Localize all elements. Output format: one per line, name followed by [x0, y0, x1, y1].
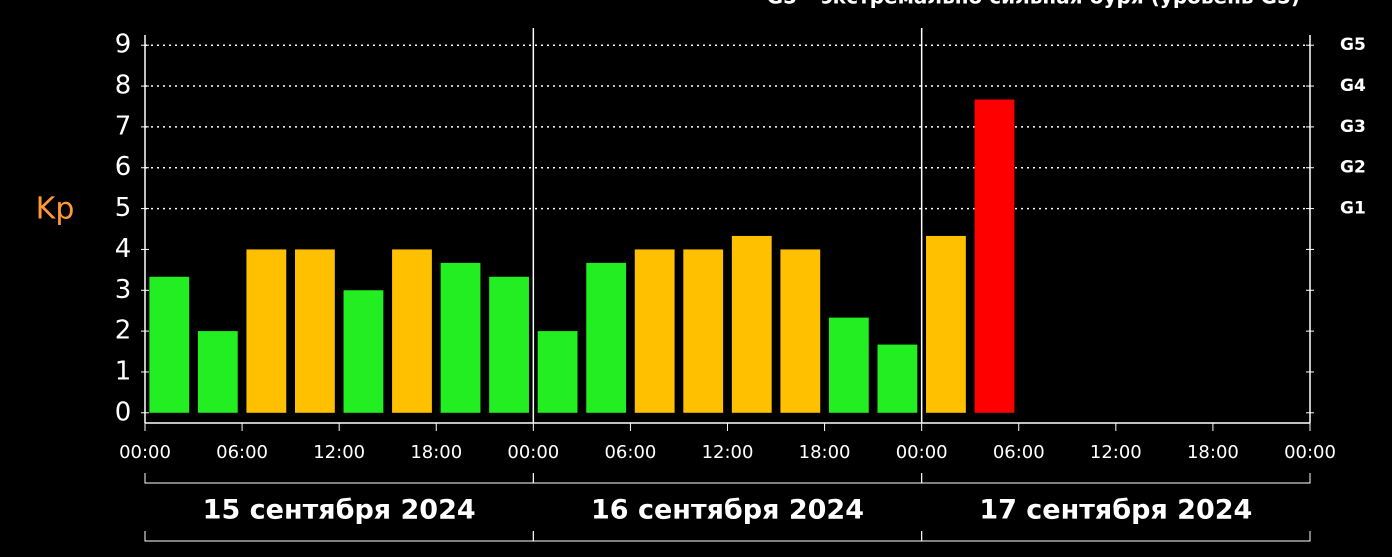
y-tick-label: 7 [115, 111, 132, 141]
y-tick-label: 6 [115, 152, 132, 182]
x-tick-label: 00:00 [507, 442, 559, 463]
y2-tick-label: G4 [1340, 76, 1366, 96]
y-axis-label: Kp [36, 192, 75, 227]
x-tick-label: 18:00 [410, 442, 462, 463]
day-bracket [921, 473, 1311, 484]
y-tick-label: 9 [115, 30, 132, 60]
y-tick-label: 0 [115, 397, 132, 427]
bar [343, 290, 384, 413]
y2-tick-label: G1 [1340, 199, 1366, 219]
y-tick-label: 1 [115, 356, 132, 386]
bar [392, 249, 432, 413]
y-tick-label: 4 [115, 234, 132, 264]
bar [489, 276, 529, 413]
x-tick-label: 00:00 [896, 442, 948, 463]
bar [926, 235, 966, 413]
y-tick-label: 2 [115, 316, 132, 346]
bar [149, 276, 190, 413]
day-label: 15 сентября 2024 [203, 495, 476, 526]
day-bracket [921, 531, 1311, 542]
x-tick-label: 00:00 [119, 442, 171, 463]
x-tick-label: 18:00 [1187, 442, 1239, 463]
x-tick-label: 06:00 [216, 442, 268, 463]
y-tick-label: 5 [115, 193, 132, 223]
x-tick-label: 12:00 [702, 442, 754, 463]
x-tick-label: 12:00 [313, 442, 365, 463]
bar [246, 249, 287, 413]
bar [634, 249, 675, 413]
bar [586, 262, 627, 413]
y2-tick-label: G5 [1340, 35, 1366, 55]
y2-tick-label: G2 [1340, 158, 1366, 178]
chart-title: G5 – экстремально сильная буря (уровень … [767, 0, 1300, 9]
x-tick-label: 18:00 [799, 442, 851, 463]
y-tick-label: 3 [115, 275, 132, 305]
bar [440, 262, 481, 413]
bar [877, 344, 918, 413]
x-tick-label: 12:00 [1090, 442, 1142, 463]
bar [780, 249, 821, 413]
y2-tick-label: G3 [1340, 117, 1366, 137]
y-tick-label: 8 [115, 71, 132, 101]
x-tick-label: 06:00 [604, 442, 656, 463]
bar [294, 249, 335, 413]
day-label: 16 сентября 2024 [591, 495, 864, 526]
bar [197, 331, 238, 413]
day-label: 17 сентября 2024 [979, 495, 1252, 526]
x-tick-label: 06:00 [993, 442, 1045, 463]
bar [974, 99, 1015, 413]
bar [731, 235, 772, 413]
bar [828, 317, 869, 413]
bar [683, 249, 724, 413]
bar [537, 331, 578, 413]
x-tick-label: 00:00 [1284, 442, 1336, 463]
